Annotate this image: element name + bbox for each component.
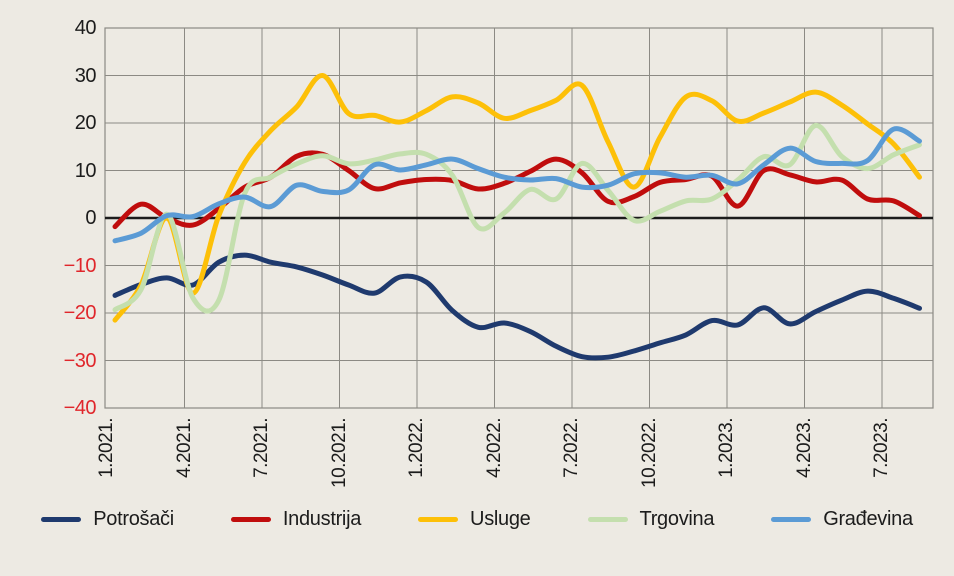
- y-tick-label: −10: [63, 254, 97, 277]
- series-line-trgovina: [112, 122, 922, 314]
- legend-label-usluge: Usluge: [470, 508, 531, 530]
- x-tick-label: 7.2023.: [871, 418, 892, 478]
- series-line-usluge: [112, 73, 922, 323]
- y-tick-label: 0: [85, 207, 96, 229]
- legend-label-industrija: Industrija: [282, 508, 362, 530]
- y-tick-label: −40: [63, 397, 97, 419]
- x-tick-label: 4.2022.: [483, 418, 505, 478]
- x-tick-label: 7.2021.: [251, 418, 272, 478]
- legend-swatch-trgovina: [587, 517, 628, 522]
- legend-label-potrosaci: Potrošači: [93, 508, 174, 530]
- x-tick-label: 1.2022.: [406, 418, 427, 478]
- legend-label-gradevina: Građevina: [823, 508, 913, 530]
- y-tick-label: 20: [74, 112, 97, 134]
- legend-label-trgovina: Trgovina: [639, 508, 715, 530]
- legend-item-potrosaci: Potrošači: [41, 508, 174, 531]
- x-tick-label: 4.2021.: [173, 418, 195, 478]
- y-tick-label: −30: [63, 349, 97, 372]
- legend-item-usluge: Usluge: [418, 508, 531, 531]
- y-tick-label: 40: [74, 17, 97, 39]
- legend-item-trgovina: Trgovina: [587, 508, 715, 531]
- legend-swatch-usluge: [418, 517, 459, 522]
- legend-swatch-gradevina: [771, 517, 812, 522]
- y-tick-label: −20: [63, 302, 97, 324]
- x-tick-label: 10.2022.: [638, 418, 660, 488]
- x-tick-label: 7.2022.: [561, 418, 582, 478]
- x-tick-label: 1.2023.: [716, 418, 737, 478]
- y-tick-label: 30: [74, 64, 97, 87]
- x-tick-label: 1.2021.: [96, 418, 117, 478]
- legend-swatch-potrosaci: [41, 517, 82, 522]
- series-line-graevina: [112, 126, 922, 244]
- legend-swatch-industrija: [230, 517, 271, 522]
- x-tick-label: 10.2021.: [328, 418, 350, 488]
- legend: Potrošači Industrija Usluge Trgovina Gra…: [0, 508, 954, 531]
- series-line-potroai: [112, 252, 922, 361]
- series-line-industrija: [112, 150, 922, 230]
- legend-item-gradevina: Građevina: [771, 508, 913, 531]
- legend-item-industrija: Industrija: [230, 508, 362, 531]
- y-tick-label: 10: [74, 159, 97, 182]
- x-tick-label: 4.2023.: [793, 418, 815, 478]
